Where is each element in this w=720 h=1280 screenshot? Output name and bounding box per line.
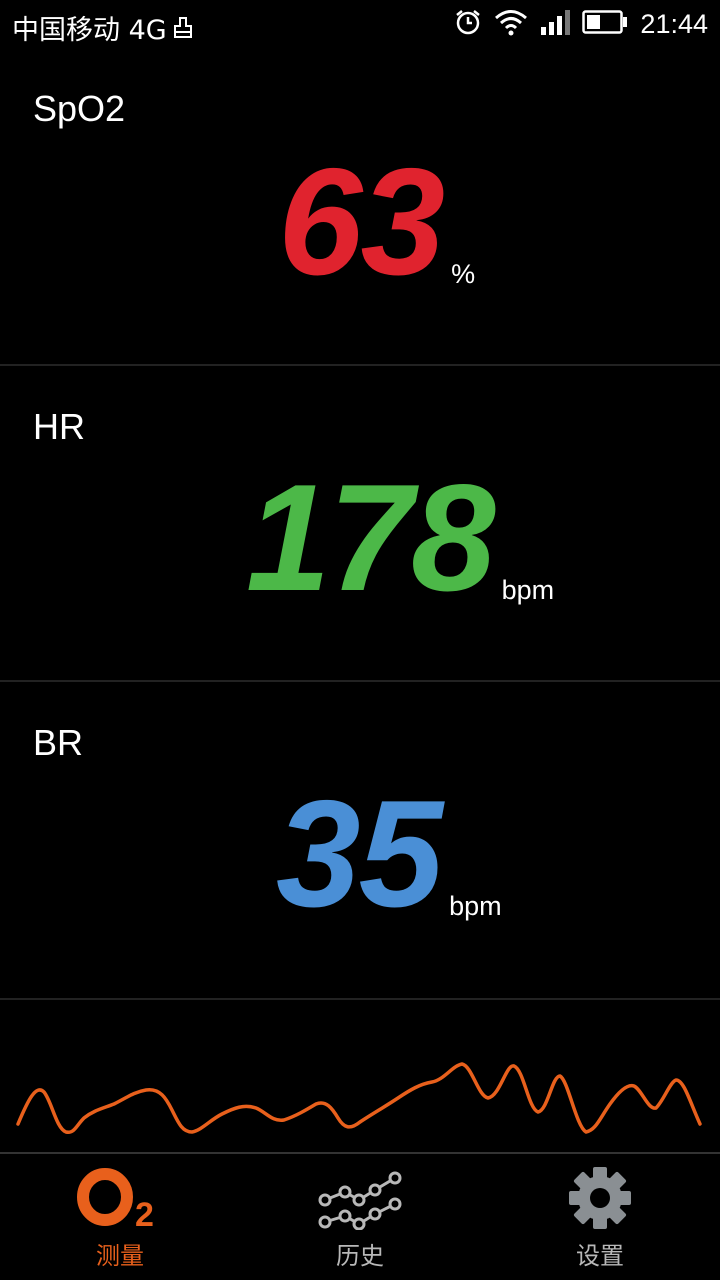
tab-measure[interactable]: 2 测量 <box>0 1156 240 1280</box>
gear-icon <box>555 1164 645 1235</box>
tab-settings-label: 设置 <box>576 1242 624 1270</box>
usb-icon <box>171 15 195 48</box>
br-reading: 35 bpm <box>276 778 502 930</box>
spo2-label: SpO2 <box>33 88 126 129</box>
bottom-nav: 2 测量 历史 <box>0 1156 720 1280</box>
tab-measure-label: 测量 <box>96 1242 144 1270</box>
br-label: BR <box>33 722 84 763</box>
wifi-icon <box>494 8 528 41</box>
waveform-line <box>16 1062 702 1135</box>
clock: 21:44 <box>640 8 708 39</box>
spo2-panel: SpO2 63 % <box>0 48 720 366</box>
history-chart-icon <box>315 1164 405 1235</box>
carrier-info: 中国移动 4G <box>12 8 195 48</box>
status-icons: 21:44 <box>454 6 708 42</box>
status-bar: 中国移动 4G <box>0 0 720 48</box>
signal-icon <box>540 9 571 40</box>
br-panel: BR 35 bpm <box>0 682 720 1000</box>
svg-text:2: 2 <box>135 1196 154 1230</box>
hr-value: 178 <box>246 453 496 623</box>
carrier-name: 中国移动 4G <box>12 15 167 46</box>
br-unit: bpm <box>449 891 502 921</box>
tab-settings[interactable]: 设置 <box>480 1156 720 1280</box>
hr-panel: HR 178 bpm <box>0 366 720 682</box>
tab-history[interactable]: 历史 <box>240 1156 480 1280</box>
battery-icon <box>582 9 628 40</box>
br-value: 35 <box>276 769 443 939</box>
hr-label: HR <box>33 406 85 447</box>
spo2-reading: 63 % <box>278 146 475 298</box>
pleth-waveform <box>0 1000 720 1154</box>
o2-icon: 2 <box>75 1164 165 1235</box>
tab-history-label: 历史 <box>336 1242 384 1270</box>
hr-reading: 178 bpm <box>246 462 554 614</box>
spo2-unit: % <box>451 259 476 289</box>
hr-unit: bpm <box>501 575 555 605</box>
alarm-icon <box>454 8 482 41</box>
spo2-value: 63 <box>278 137 445 307</box>
